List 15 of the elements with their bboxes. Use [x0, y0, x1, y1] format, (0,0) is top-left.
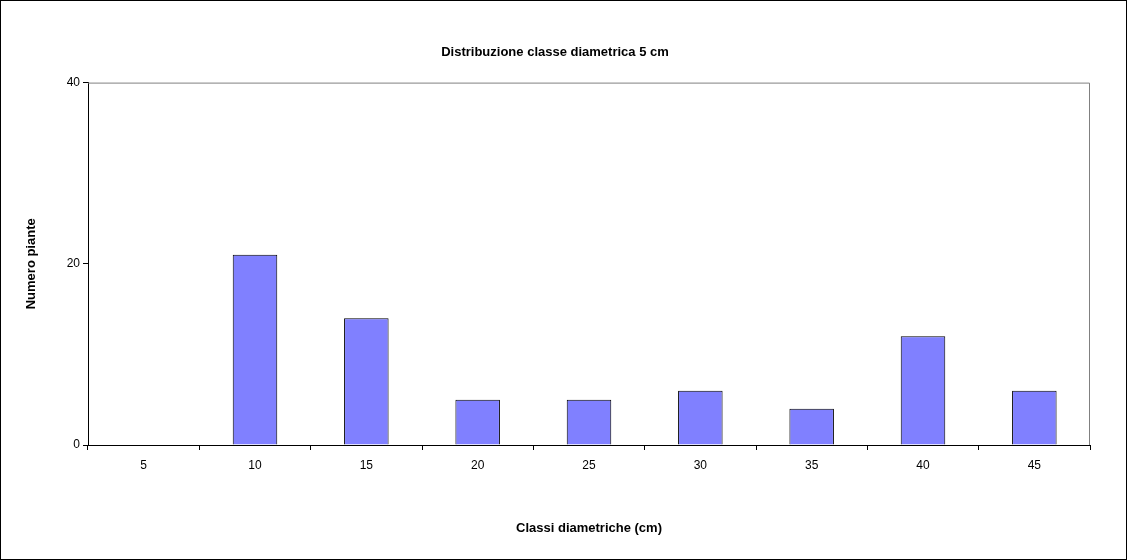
y-tick-label: 40: [66, 74, 81, 89]
x-tick-label: 30: [693, 457, 708, 472]
y-tick-label: 0: [73, 437, 81, 452]
x-tick-label: 10: [248, 457, 262, 472]
x-axis-title: Classi diametriche (cm): [516, 519, 662, 535]
x-tick-label: 15: [359, 457, 374, 472]
x-tick-label: 20: [470, 457, 485, 472]
y-tick-label: 20: [66, 256, 81, 271]
y-axis-title: Numero piante: [23, 218, 39, 310]
x-tick-label: 45: [1027, 457, 1042, 472]
chart-title: Distribuzione classe diametrica 5 cm: [441, 44, 669, 60]
x-tick-label: 25: [582, 457, 596, 472]
x-tick-label: 40: [916, 457, 930, 472]
x-tick-label: 35: [804, 457, 819, 472]
x-tick-label: 5: [140, 457, 148, 472]
